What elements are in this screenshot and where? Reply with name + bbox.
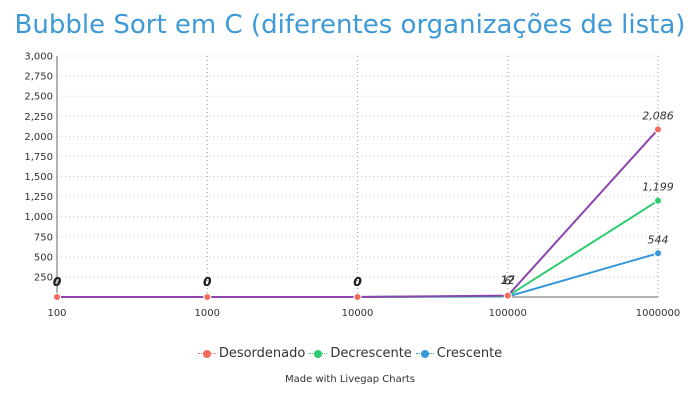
data-point-desordenado (203, 293, 212, 301)
y-tick-label: 1,500 (24, 172, 53, 183)
data-label-desordenado: 2,086 (642, 109, 674, 122)
data-label-crescente: 544 (648, 233, 669, 246)
series-line-desordenado (57, 128, 659, 298)
y-tick-label: 2,250 (24, 112, 53, 123)
y-tick-label: 1,250 (24, 192, 53, 203)
y-tick-label: 500 (34, 252, 53, 263)
x-tick-label: 100 (47, 308, 66, 319)
legend-label: Decrescente (330, 346, 412, 361)
y-tick-label: 2,750 (24, 72, 53, 83)
x-tick-label: 1000000 (636, 308, 681, 319)
legend-swatch-icon (197, 349, 216, 359)
chart-title: Bubble Sort em C (diferentes organizaçõe… (14, 10, 686, 40)
data-label-crescente: 0 (203, 275, 211, 289)
data-point-desordenado (353, 293, 362, 301)
x-tick-label: 10000 (342, 308, 374, 319)
data-label-desordenado: 0 (203, 275, 211, 289)
grid-layer (56, 55, 659, 297)
legend-item-decrescente[interactable]: Decrescente (309, 346, 412, 361)
data-point-desordenado (53, 293, 61, 301)
y-tick-label: 3,000 (24, 52, 53, 63)
data-point-crescente (654, 249, 662, 258)
data-label-decrescente: 0 (203, 275, 211, 289)
y-tick-label: 250 (34, 272, 53, 283)
data-point-desordenado (503, 291, 512, 300)
data-label-crescente: 0 (53, 275, 61, 289)
legend-swatch-icon (415, 349, 434, 359)
y-tick-label: 1,000 (24, 212, 53, 223)
legend: Desordenado Decrescente Crescente (0, 346, 700, 363)
legend-item-crescente[interactable]: Crescente (415, 346, 503, 361)
data-label-decrescente: 0 (53, 275, 61, 289)
legend-label: Desordenado (218, 346, 306, 361)
data-label-desordenado: 17 (501, 274, 515, 287)
data-label-crescente: 6 (504, 275, 511, 288)
data-label-desordenado: 0 (53, 275, 61, 289)
axis-layer: 250 500 750 1,000 1,250 1,500 1,750 2,000 2,250 2… (24, 52, 680, 320)
data-label-crescente: 0 (353, 275, 361, 289)
credit-text: Made with Livegap Charts (285, 374, 415, 385)
data-label-decrescente: 1,199 (642, 181, 674, 194)
legend-swatch-icon (309, 349, 328, 359)
legend-label: Crescente (436, 346, 503, 361)
y-tick-label: 750 (34, 232, 53, 243)
x-tick-label: 100000 (489, 308, 527, 319)
data-label-desordenado: 0 (353, 275, 361, 289)
y-tick-label: 1,750 (24, 152, 53, 163)
x-tick-label: 1000 (195, 308, 220, 319)
series-layer (53, 125, 662, 301)
y-tick-label: 2,000 (24, 132, 53, 143)
y-tick-label: 2,500 (24, 92, 53, 103)
data-point-desordenado (654, 125, 662, 134)
data-label-decrescente: 0 (353, 275, 361, 289)
legend-item-desordenado[interactable]: Desordenado (197, 346, 306, 361)
data-label-decrescente: 12 (501, 274, 515, 287)
data-point-decrescente (654, 196, 662, 205)
